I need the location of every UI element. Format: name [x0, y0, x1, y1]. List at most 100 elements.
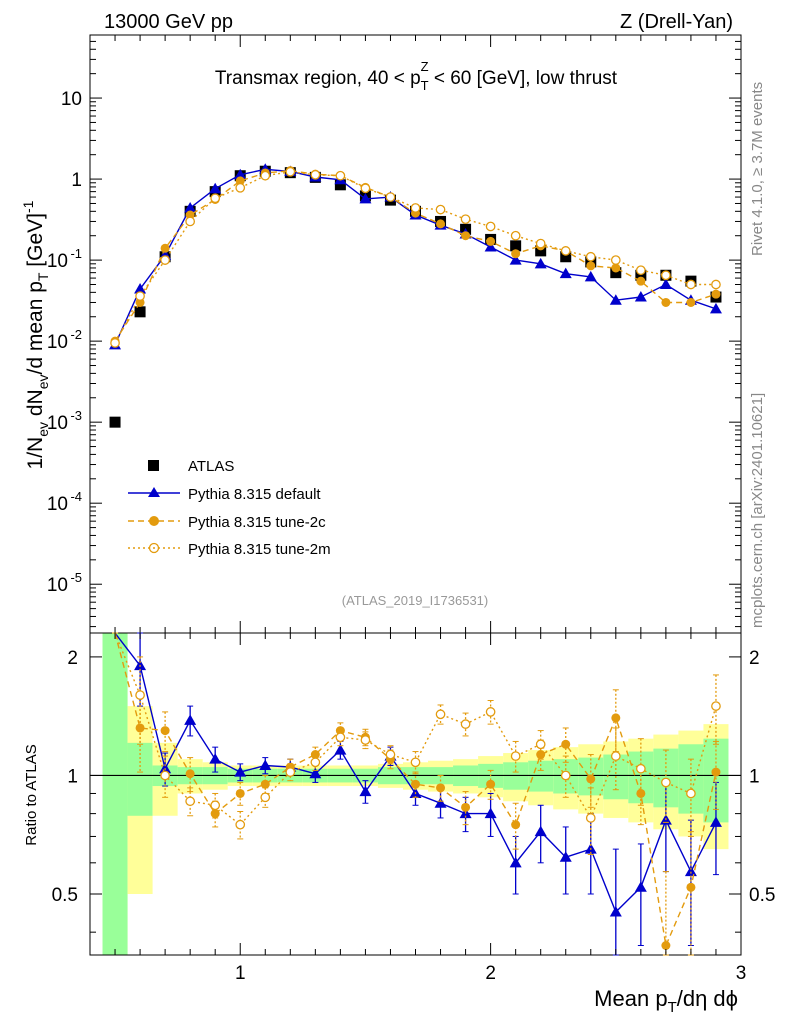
main-data-point: [210, 193, 221, 204]
main-data-point: [460, 214, 471, 225]
legend-marker-tune2m: [148, 542, 160, 554]
ratio-data-point: [661, 940, 671, 950]
ratio-data-point: [360, 735, 371, 745]
main-data-point: [109, 416, 121, 428]
main-data-point: [509, 254, 522, 265]
legend: ATLAS Pythia 8.315 default Pythia 8.315 …: [128, 458, 331, 558]
main-y-tick-exponent: -2: [70, 327, 82, 342]
ratio-data-point: [661, 777, 671, 788]
ratio-y-tick-label-right: 2: [749, 648, 760, 669]
ratio-data-point: [260, 792, 271, 803]
ratio-y-tick-label-right: 0.5: [749, 885, 775, 906]
legend-marker-tune2c: [149, 516, 159, 526]
x-tick-label: 1: [235, 963, 246, 984]
ratio-data-point: [586, 774, 596, 784]
x-tick-label: 2: [485, 963, 496, 984]
main-y-tick-exponent: -1: [70, 246, 82, 261]
ratio-data-point: [511, 820, 521, 830]
main-data-point: [436, 219, 446, 229]
ratio-data-point: [686, 788, 696, 799]
main-data-point: [234, 168, 247, 180]
main-data-point: [385, 192, 396, 202]
main-y-tick-exponent: -5: [70, 570, 82, 585]
main-y-axis-label: 1/Nev dNev/d mean pT [GeV]-1: [20, 200, 51, 469]
legend-label-tune2m: Pythia 8.315 tune-2m: [188, 541, 331, 558]
ratio-data-point: [711, 767, 721, 777]
main-data-point: [435, 204, 446, 215]
legend-label-atlas: ATLAS: [188, 458, 234, 475]
ratio-data-point: [385, 749, 396, 760]
main-data-point: [335, 170, 346, 181]
main-data-point: [661, 270, 671, 281]
ratio-data-point: [411, 779, 420, 789]
ratio-data-point: [185, 769, 195, 779]
legend-label-default: Pythia 8.315 default: [188, 486, 321, 503]
ratio-data-point: [636, 788, 646, 798]
x-axis-label: Mean pT/dη dϕ: [594, 986, 738, 1016]
ratio-data-point: [486, 779, 496, 789]
ratio-data-point: [536, 750, 546, 760]
ratio-data-point: [635, 763, 646, 774]
main-data-point: [584, 270, 597, 282]
ratio-data-point: [235, 788, 245, 798]
main-data-point: [511, 249, 521, 259]
ratio-data-point: [135, 723, 145, 733]
main-series-line: [114, 168, 717, 346]
main-data-point: [635, 269, 647, 281]
main-data-point: [486, 236, 496, 246]
ratio-data-point: [559, 851, 572, 862]
ratio-data-point: [634, 881, 647, 892]
ratio-data-point: [334, 744, 347, 755]
x-tick-label: 3: [736, 963, 747, 984]
main-data-point: [134, 282, 147, 294]
ratio-y-axis-label: Ratio to ATLAS: [23, 744, 40, 845]
analysis-label: (ATLAS_2019_I1736531): [342, 593, 488, 608]
main-data-point: [235, 176, 245, 186]
ratio-data-point: [611, 713, 621, 723]
main-data-point: [160, 255, 170, 265]
main-data-point: [709, 302, 722, 314]
ratio-data-point: [460, 719, 471, 729]
main-data-point: [711, 289, 721, 299]
main-data-point: [634, 291, 647, 302]
main-y-tick-label: 10: [47, 332, 68, 353]
main-data-point: [160, 243, 170, 253]
ratio-data-point: [510, 751, 521, 761]
ratio-band-inner: [102, 633, 128, 955]
ratio-data-point: [561, 739, 571, 749]
main-y-tick-exponent: -4: [70, 489, 82, 504]
ratio-data-point: [234, 766, 247, 777]
ratio-y-tick-label: 2: [67, 648, 78, 669]
ratio-data-point: [711, 701, 721, 711]
main-data-point: [535, 245, 547, 257]
plot-title: Transmax region, 40 < pZ T < 60 [GeV], lo…: [215, 59, 618, 93]
main-data-point: [510, 230, 521, 241]
main-y-tick-label: 1: [71, 170, 82, 191]
main-y-tick-label: 10: [47, 494, 68, 515]
title-sup: Z: [421, 59, 429, 74]
main-data-point: [134, 306, 146, 318]
ratio-data-point: [436, 783, 446, 793]
main-data-point: [534, 257, 547, 269]
legend-marker-default: [148, 487, 160, 497]
main-data-point: [260, 170, 271, 181]
side-label-mcplots: mcplots.cern.ch [arXiv:2401.10621]: [749, 393, 766, 628]
title-sub: T: [421, 78, 429, 93]
ratio-data-point: [160, 770, 170, 781]
ratio-data-point: [461, 802, 471, 812]
main-data-point: [461, 231, 471, 241]
ratio-data-point: [410, 757, 421, 768]
ratio-y-tick-label-right: 1: [749, 766, 760, 787]
side-label-rivet: Rivet 4.1.0, ≥ 3.7M events: [749, 82, 766, 256]
main-data-point: [559, 267, 572, 279]
main-data-point: [711, 279, 721, 290]
main-data-point: [560, 246, 571, 256]
main-data-point: [686, 297, 696, 307]
main-data-point: [610, 255, 621, 265]
main-y-tick-exponent: -3: [70, 408, 82, 423]
main-data-point: [611, 263, 621, 273]
main-data-point: [661, 297, 671, 307]
ratio-data-point: [159, 762, 172, 774]
ratio-y-tick-label: 0.5: [52, 885, 78, 906]
